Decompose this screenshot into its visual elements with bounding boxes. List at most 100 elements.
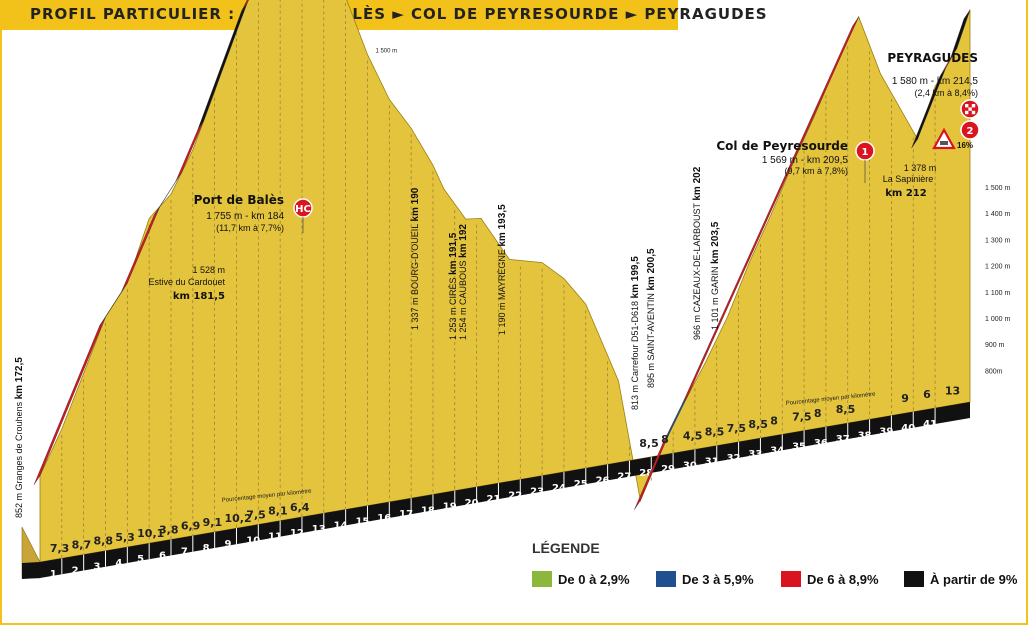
gradient-value: 8,7: [72, 538, 92, 551]
gradient-value: 10,1: [137, 527, 164, 540]
place-name: 966 m CAZEAUX-DE-LARBOUST: [692, 201, 702, 340]
km-tick-label: 41: [923, 419, 937, 430]
km-tick-label: 15: [355, 517, 369, 528]
gradient-value: 9: [901, 392, 909, 405]
legend-item-red: De 6 à 8,9%: [781, 571, 879, 587]
place-label: 1 101 m GARIN km 203,5: [710, 221, 721, 330]
km-tick-label: 32: [727, 453, 741, 464]
km-tick-label: 38: [858, 430, 872, 441]
place-km: km 199,5: [630, 256, 641, 299]
km-tick-label: 26: [596, 475, 610, 486]
gradient-value: 7,5: [792, 411, 812, 424]
cat2-badge: [960, 120, 980, 140]
summit-altitude: 1 569 m - km 209,5: [762, 155, 849, 166]
legend-swatch-red: [781, 571, 801, 587]
km-tick-label: 19: [443, 502, 457, 513]
steep-warning-icon: [932, 127, 956, 150]
altitude-scale-label: 1 500 m: [985, 185, 1010, 192]
gradient-segment: [682, 16, 859, 404]
legend-swatch-black: [904, 571, 924, 587]
km-tick-label: 35: [792, 442, 806, 453]
km-tick-label: 40: [901, 423, 915, 434]
altitude-scale-label: 1 200 m: [985, 264, 1010, 271]
place-name: 813 m Carrefour D51-D618: [630, 298, 640, 410]
cat2-badge-text: 2: [967, 126, 974, 137]
place-name: 895 m SAINT-AVENTIN: [646, 291, 656, 388]
gradient-segment: [241, 0, 249, 12]
summit-name: PEYRAGUDES: [887, 51, 978, 65]
place-km: km 192: [458, 224, 469, 258]
place-name: 852 m Granges de Crouhens: [14, 399, 24, 518]
cat1-badge-text: 1: [862, 147, 869, 158]
km-tick-label: 23: [530, 487, 544, 498]
place-km: km 200,5: [646, 248, 657, 291]
km-tick-label: 11: [268, 532, 282, 543]
summit-name: Port de Balès: [194, 193, 284, 207]
km-axis-band-end: [22, 562, 40, 579]
km-tick-label: 16: [377, 513, 391, 524]
gradient-value: 13: [945, 384, 960, 397]
place-name: 1 254 m CAUBOUS: [458, 258, 468, 340]
place-label: 852 m Granges de Crouhens km 172,5: [14, 357, 25, 518]
summit-name: Col de Peyresourde: [716, 139, 848, 153]
finish-flag-square: [968, 107, 972, 111]
gradient-value: 7,3: [50, 542, 70, 555]
gradient-value: 8: [770, 414, 778, 427]
km-tick-label: 9: [224, 539, 231, 550]
hc-badge-text: HC: [295, 204, 311, 215]
km-tick-label: 3: [93, 562, 100, 573]
altitude-scale-label: 1 100 m: [985, 290, 1010, 297]
profile-title: PROFIL PARTICULIER : PORT DE BALÈS ► COL…: [30, 5, 768, 23]
altitude-mark: 1 500 m: [375, 49, 397, 55]
legend-swatch-blue: [656, 571, 676, 587]
place-km: km 190: [410, 187, 421, 221]
km-tick-label: 24: [552, 483, 566, 494]
km-tick-label: 20: [465, 498, 479, 509]
finish-flag-square: [971, 104, 976, 108]
altitude-scale-label: 1 000 m: [985, 316, 1010, 323]
place-name: 1 253 m CIRÈS: [448, 275, 458, 340]
km-tick-label: 27: [617, 472, 631, 483]
gradient-value: 8,5: [836, 403, 856, 416]
km-tick-label: 21: [486, 494, 500, 505]
legend-item-blue: De 3 à 5,9%: [656, 571, 754, 587]
gradient-value: 8,1: [268, 505, 288, 518]
km-tick-label: 29: [661, 464, 675, 475]
km-tick-label: 30: [683, 460, 697, 471]
km-tick-label: 33: [748, 449, 762, 460]
gradient-value: 8,8: [93, 535, 113, 548]
gradient-value: 6,9: [181, 520, 201, 533]
legend-title: LÉGENDE: [532, 540, 600, 556]
place-name: 1 337 m BOURG-D'OUEIL: [410, 222, 420, 330]
summit-stats: (11,7 km à 7,7%): [216, 223, 284, 233]
place-label: 1 254 m CAUBOUS km 192: [458, 224, 469, 340]
place-name: 1 101 m GARIN: [710, 264, 720, 330]
km-tick-label: 31: [705, 457, 719, 468]
waypoint-name: La Sapinière: [883, 174, 934, 184]
km-tick-label: 1: [50, 569, 57, 580]
km-tick-label: 37: [836, 434, 850, 445]
km-tick-label: 5: [137, 554, 144, 565]
gradient-value: 3,8: [159, 523, 179, 536]
finish-flag-square: [965, 110, 969, 115]
km-tick-label: 39: [879, 427, 893, 438]
km-tick-label: 34: [770, 445, 784, 456]
place-label: 895 m SAINT-AVENTIN km 200,5: [646, 248, 657, 388]
km-tick-label: 17: [399, 509, 413, 520]
place-label: 813 m Carrefour D51-D618 km 199,5: [630, 256, 641, 410]
legend-item-black: À partir de 9%: [904, 571, 1017, 587]
place-name: 1 190 m MAYRÈGNE: [497, 247, 507, 335]
km-tick-label: 6: [159, 550, 166, 561]
finish-flag-icon: [960, 99, 980, 119]
waypoint-km: km 212: [885, 188, 926, 199]
waypoint-km: km 181,5: [173, 291, 225, 302]
place-label: 1 337 m BOURG-D'OUEIL km 190: [410, 187, 421, 330]
finish-flag-square: [965, 104, 969, 108]
altitude-scale-label: 900 m: [985, 342, 1005, 349]
gradient-value: 6: [923, 388, 931, 401]
gradient-value: 4,5: [683, 429, 703, 442]
legend-label-black: À partir de 9%: [930, 571, 1018, 587]
profile-area: [39, 0, 971, 563]
